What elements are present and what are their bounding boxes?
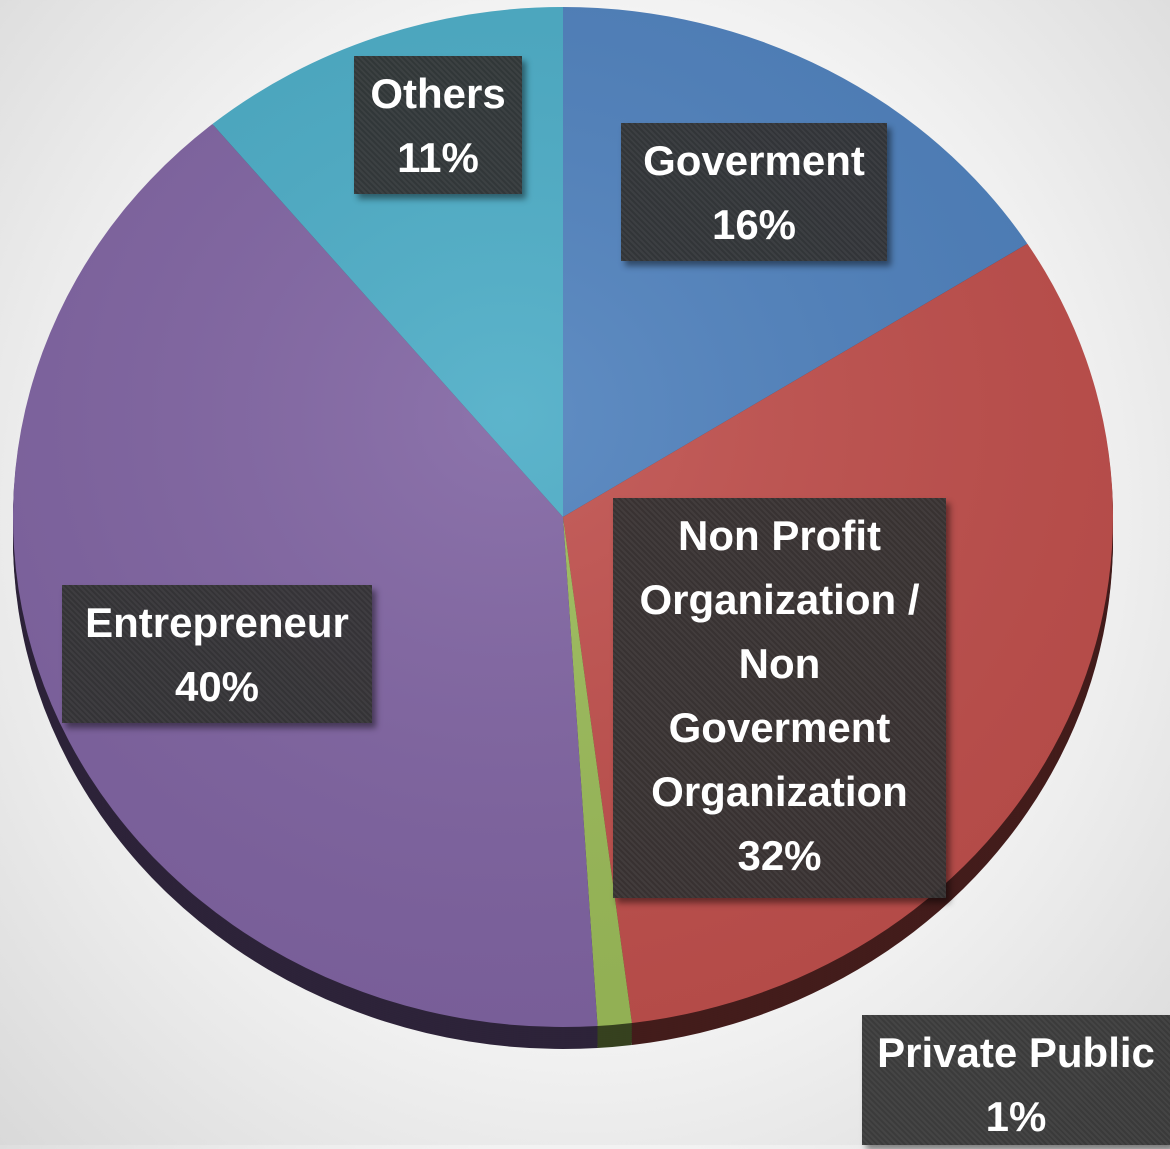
label-name-line: Others xyxy=(370,70,506,117)
label-name-line: Organization / xyxy=(639,576,920,623)
data-label-private-public: Private Public 1% xyxy=(862,1015,1170,1145)
pie-slices xyxy=(12,7,1113,1027)
label-percent: 1% xyxy=(985,1093,1047,1140)
data-label-goverment: Goverment 16% xyxy=(621,123,887,261)
pie-sheen xyxy=(13,7,1113,1027)
label-percent: 11% xyxy=(397,134,479,181)
label-name-line: Non xyxy=(738,640,821,687)
label-percent: 16% xyxy=(711,201,797,248)
data-label-others: Others 11% xyxy=(354,56,522,194)
label-percent: 32% xyxy=(737,832,822,879)
label-name-line: Entrepreneur xyxy=(85,599,349,646)
label-name-line: Organization xyxy=(651,768,908,815)
data-label-entrepreneur: Entrepreneur 40% xyxy=(62,585,372,723)
label-name-line: Goverment xyxy=(668,704,891,751)
label-name-line: Private Public xyxy=(877,1029,1155,1076)
data-label-non-profit-organization-non-goverment-organization: Non Profit Organization / Non Goverment Orga… xyxy=(613,498,946,898)
label-name-line: Goverment xyxy=(643,137,865,184)
label-name-line: Non Profit xyxy=(678,512,881,559)
label-percent: 40% xyxy=(174,663,260,710)
